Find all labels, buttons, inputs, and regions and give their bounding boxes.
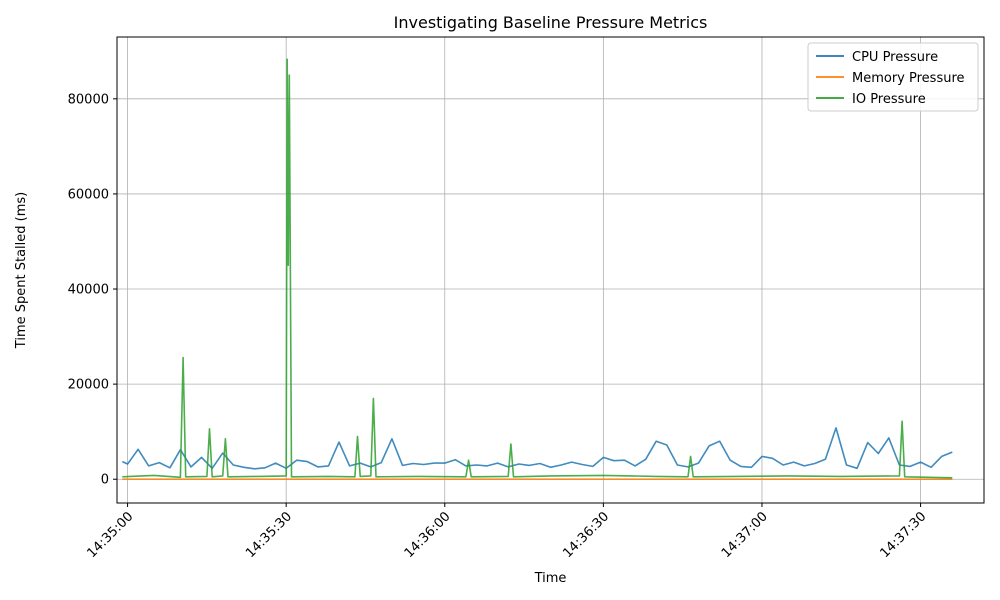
legend-label: Memory Pressure — [852, 71, 965, 86]
chart-title: Investigating Baseline Pressure Metrics — [394, 13, 708, 32]
x-tick-label: 14:36:00 — [402, 509, 454, 561]
x-tick-label: 14:36:30 — [560, 509, 612, 561]
y-axis: 0 20000 40000 60000 80000 — [68, 92, 117, 488]
legend: CPU Pressure Memory Pressure IO Pressure — [807, 42, 979, 112]
x-axis: 14:35:00 14:35:30 14:36:00 14:36:30 14:37:00… — [85, 503, 929, 561]
y-tick-label: 40000 — [68, 283, 109, 298]
y-tick-label: 80000 — [68, 92, 109, 107]
series-line-cpu-pressure — [121, 427, 953, 470]
x-tick-label: 14:35:30 — [243, 509, 295, 561]
legend-box — [807, 42, 979, 112]
y-tick-label: 0 — [101, 473, 109, 488]
x-tick-label: 14:37:30 — [877, 509, 929, 561]
x-axis-title: Time — [534, 571, 567, 586]
legend-label: CPU Pressure — [852, 50, 938, 65]
legend-label: IO Pressure — [852, 92, 926, 107]
series-line-io-pressure — [122, 58, 953, 479]
y-tick-label: 20000 — [68, 378, 109, 393]
plot-frame — [116, 36, 985, 504]
x-tick-label: 14:37:00 — [719, 509, 771, 561]
y-tick-label: 60000 — [68, 187, 109, 202]
x-tick-label: 14:35:00 — [85, 509, 137, 561]
series-layer — [121, 58, 953, 480]
y-axis-title: Time Spent Stalled (ms) — [14, 192, 29, 349]
